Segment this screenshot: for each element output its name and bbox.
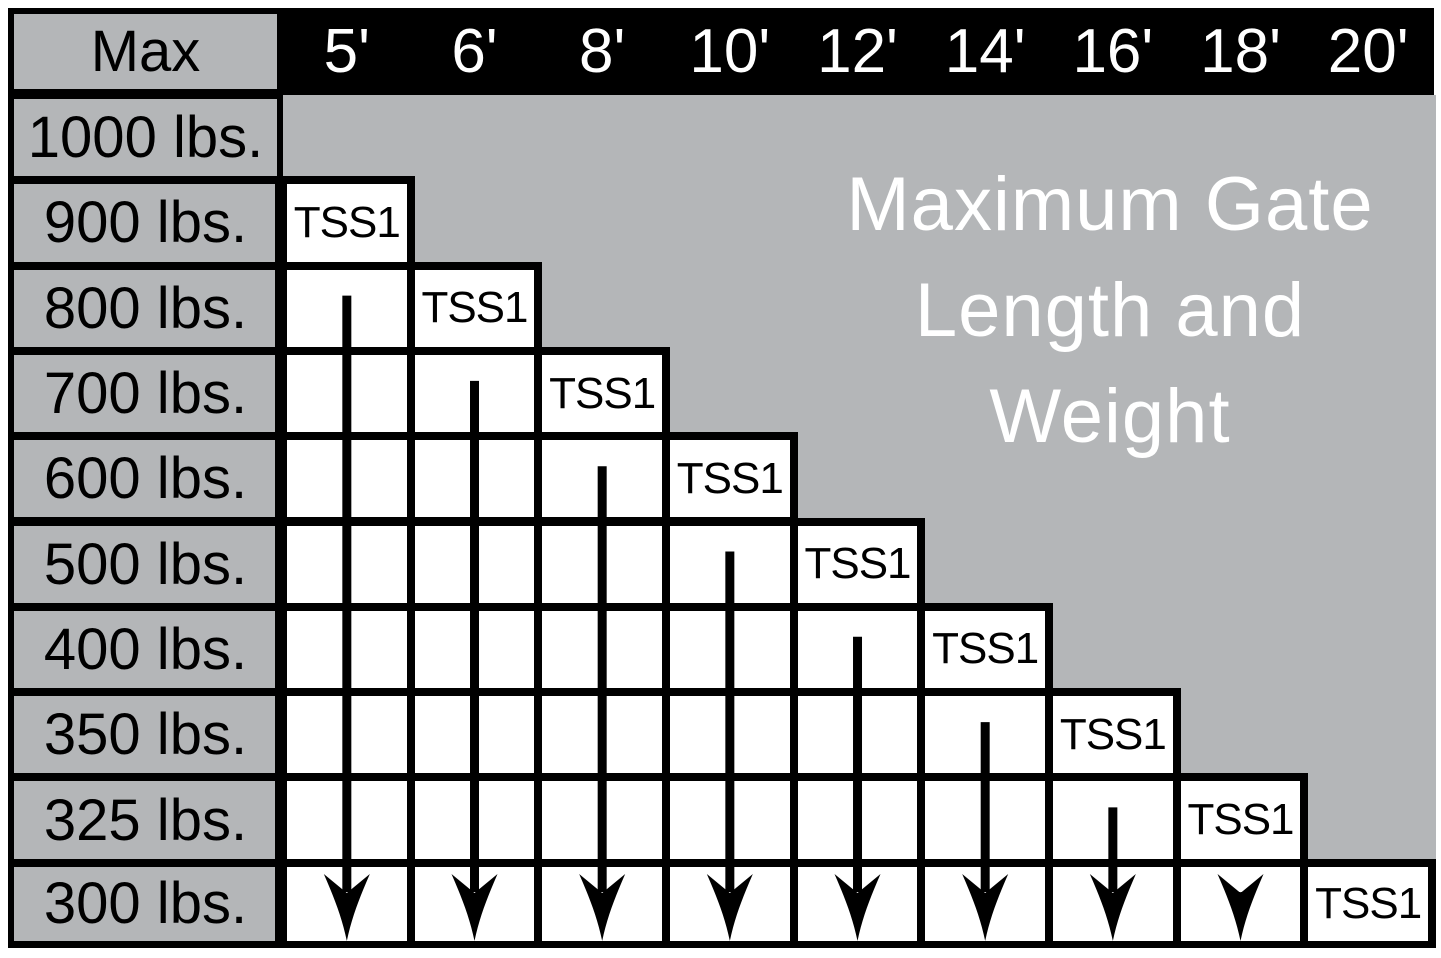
grid-cell: [414, 866, 535, 941]
row-header-cell: 300 lbs.: [14, 866, 277, 941]
grid-cell: [797, 866, 918, 941]
grid-cell: [287, 696, 407, 774]
grid-cell: [414, 354, 535, 433]
grid-cell: [925, 781, 1045, 859]
row-header-cell: 700 lbs.: [14, 354, 277, 433]
model-cell: TSS1: [414, 269, 535, 347]
grid-cell: [1180, 866, 1301, 941]
model-cell: TSS1: [1053, 696, 1173, 774]
grid-cell: [797, 781, 918, 859]
grid-cell: [925, 866, 1045, 941]
corner-cell: Max: [14, 14, 277, 89]
model-cell: TSS1: [797, 525, 918, 603]
corner-label: Max: [90, 19, 201, 84]
grid-cell: [287, 866, 407, 941]
grid-cell: [542, 781, 662, 859]
title-line-1: Maximum Gate: [846, 162, 1374, 247]
grid-cell: [670, 696, 790, 774]
grid-cell: [670, 781, 790, 859]
column-header-label: 5': [323, 17, 370, 86]
chart-title: Maximum Gate Length and Weight: [798, 152, 1422, 470]
grid-cell: [797, 610, 918, 689]
model-cell: TSS1: [1308, 866, 1429, 941]
grid-cell: [287, 354, 407, 433]
grid-cell: [925, 696, 1045, 774]
row-header-cell: 325 lbs.: [14, 781, 277, 859]
row-header-cell: 350 lbs.: [14, 696, 277, 774]
row-header-cell: 800 lbs.: [14, 269, 277, 347]
grid-cell: [542, 866, 662, 941]
grid-cell: [287, 440, 407, 518]
row-header-cell: 600 lbs.: [14, 440, 277, 518]
grid-cell: [670, 525, 790, 603]
row-header-cell: 400 lbs.: [14, 610, 277, 689]
grid-cell: [287, 269, 407, 347]
column-header-label: 6': [451, 17, 498, 86]
grid-cell: [1053, 781, 1173, 859]
grid-cell: [670, 866, 790, 941]
row-header-cell: 1000 lbs.: [14, 99, 277, 177]
grid-cell: [287, 525, 407, 603]
column-header-label: 18': [1200, 17, 1281, 86]
column-header-bar: 5' 6' 8' 10' 12' 14' 16' 18' 20': [277, 8, 1434, 95]
grid-cell: [797, 696, 918, 774]
grid-cell: [414, 440, 535, 518]
grid-cell: [287, 781, 407, 859]
title-line-3: Weight: [989, 374, 1231, 459]
grid-cell: [542, 440, 662, 518]
model-cell: TSS1: [287, 184, 407, 262]
column-header-label: 16': [1072, 17, 1154, 86]
column-header-label: 8': [578, 17, 626, 86]
column-header-label: 10': [689, 17, 771, 86]
row-header-cell: 500 lbs.: [14, 525, 277, 603]
grid-cell: [670, 610, 790, 689]
grid-cell: [287, 610, 407, 689]
model-cell: TSS1: [670, 440, 790, 518]
model-cell: TSS1: [925, 610, 1045, 689]
grid-cell: [414, 610, 535, 689]
model-cell: TSS1: [542, 354, 662, 433]
column-header-label: 14': [944, 17, 1026, 86]
grid-cell: [414, 525, 535, 603]
title-line-2: Length and: [914, 268, 1306, 353]
grid-cell: [414, 696, 535, 774]
row-header-cell: 900 lbs.: [14, 184, 277, 262]
grid-cell: [542, 696, 662, 774]
grid-cell: [542, 610, 662, 689]
model-cell: TSS1: [1180, 781, 1301, 859]
grid-cell: [414, 781, 535, 859]
grid-cell: [1053, 866, 1173, 941]
column-header-label: 20': [1327, 17, 1409, 86]
grid-cell: [542, 525, 662, 603]
column-header-label: 12': [817, 17, 898, 86]
